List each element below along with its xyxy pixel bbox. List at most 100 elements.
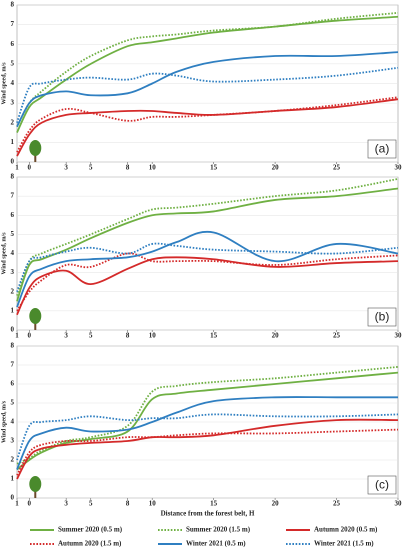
x-tick-label: 0 (28, 500, 32, 508)
tree-icon (29, 308, 42, 330)
y-tick-label: 5 (11, 399, 15, 407)
series-line (16, 11, 399, 128)
x-tick-label: 3 (64, 332, 68, 340)
series-line (16, 413, 399, 461)
tree-trunk (34, 154, 37, 162)
y-tick-label: 7 (11, 20, 15, 28)
series-line (16, 371, 399, 471)
x-tick-label: 8 (126, 332, 130, 340)
x-tick-label: 20 (272, 332, 280, 340)
x-tick-label: 3 (64, 500, 68, 508)
legend-label: Autumn 2020 (0.5 m) (314, 526, 378, 534)
x-tick-label: 20 (272, 500, 280, 508)
legend-label: Summer 2020 (0.5 m) (58, 526, 123, 534)
x-tick-label: 0 (28, 164, 32, 172)
tree-icon (29, 140, 42, 162)
x-tick-label: 25 (333, 332, 341, 340)
y-tick-label: 1 (11, 475, 15, 483)
legend-label: Autumn 2020 (1.5 m) (58, 540, 122, 548)
x-tick-label: 30 (395, 500, 403, 508)
x-tick-label: 5 (89, 164, 93, 172)
y-tick-label: 2 (11, 287, 15, 295)
annotation-text: (b) (375, 310, 390, 324)
y-tick-label: 3 (11, 437, 15, 445)
x-axis-label: Distance from the forest belt, H (161, 510, 255, 518)
annotation-text: (a) (375, 142, 390, 156)
x-tick-label: 15 (210, 164, 218, 172)
series-line (16, 366, 399, 465)
x-tick-label: 0 (28, 332, 32, 340)
series-line (16, 98, 399, 157)
y-tick-label: 3 (11, 99, 15, 107)
legend-label: Summer 2020 (1.5 m) (186, 526, 251, 534)
legend-label: Winter 2021 (1.5 m) (314, 540, 374, 548)
y-tick-label: 8 (11, 173, 15, 181)
series-line (16, 66, 399, 124)
series-line (16, 187, 399, 302)
y-tick-label: 0 (11, 494, 15, 502)
x-tick-label: 30 (395, 332, 403, 340)
annotation-box (367, 307, 397, 327)
panel-annotation: (a) (367, 139, 397, 159)
y-tick-label: 4 (11, 249, 15, 257)
series-line (16, 256, 399, 316)
x-tick-label: 30 (395, 164, 403, 172)
series-line (16, 428, 399, 476)
x-tick-label: 1 (15, 332, 19, 340)
y-tick-label: 1 (11, 138, 15, 146)
y-tick-label: 3 (11, 268, 15, 276)
x-tick-label: 1 (15, 164, 19, 172)
x-tick-label: 20 (272, 164, 280, 172)
y-tick-label: 4 (11, 79, 15, 87)
series-line (16, 242, 399, 293)
annotation-box (367, 475, 397, 495)
x-tick-label: 25 (333, 164, 341, 172)
x-tick-label: 1 (15, 500, 19, 508)
x-tick-label: 10 (149, 500, 157, 508)
y-tick-label: 6 (11, 40, 15, 48)
panel-annotation: (c) (367, 475, 397, 495)
series-line (16, 396, 398, 470)
x-tick-label: 8 (126, 500, 130, 508)
x-tick-label: 25 (333, 500, 341, 508)
x-tick-label: 8 (126, 164, 130, 172)
x-tick-label: 10 (149, 164, 157, 172)
y-axis-label: Wind speed, m/s (1, 62, 7, 105)
x-tick-label: 5 (89, 332, 93, 340)
y-tick-label: 8 (11, 342, 15, 350)
x-tick-label: 3 (64, 164, 68, 172)
legend-label: Winter 2021 (0.5 m) (186, 540, 246, 548)
annotation-text: (c) (375, 478, 389, 492)
y-tick-label: 2 (11, 118, 15, 126)
y-tick-label: 2 (11, 456, 15, 464)
y-tick-label: 0 (11, 158, 15, 166)
tree-crown (29, 476, 42, 492)
x-tick-label: 5 (89, 500, 93, 508)
x-tick-label: 15 (210, 500, 218, 508)
y-tick-label: 6 (11, 211, 15, 219)
y-tick-label: 1 (11, 306, 15, 314)
y-tick-label: 0 (11, 326, 15, 334)
tree-trunk (34, 322, 37, 330)
y-tick-label: 6 (11, 380, 15, 388)
series-line (16, 51, 399, 128)
tree-crown (29, 140, 42, 156)
x-tick-label: 15 (210, 332, 218, 340)
tree-crown (29, 308, 42, 324)
y-tick-label: 5 (11, 59, 15, 67)
y-tick-label: 4 (11, 418, 15, 426)
y-axis-label: Wind speed, m/s (1, 400, 7, 443)
y-tick-label: 7 (11, 192, 15, 200)
series-line (16, 230, 399, 308)
tree-trunk (34, 490, 37, 498)
x-tick-label: 10 (149, 332, 157, 340)
series-line (16, 418, 399, 480)
annotation-box (367, 139, 397, 159)
panel-annotation: (b) (367, 307, 397, 327)
series-line (16, 96, 399, 153)
y-tick-label: 8 (11, 1, 15, 9)
y-axis-label: Wind speed, m/s (1, 232, 7, 275)
y-tick-label: 7 (11, 361, 15, 369)
tree-icon (29, 476, 42, 498)
